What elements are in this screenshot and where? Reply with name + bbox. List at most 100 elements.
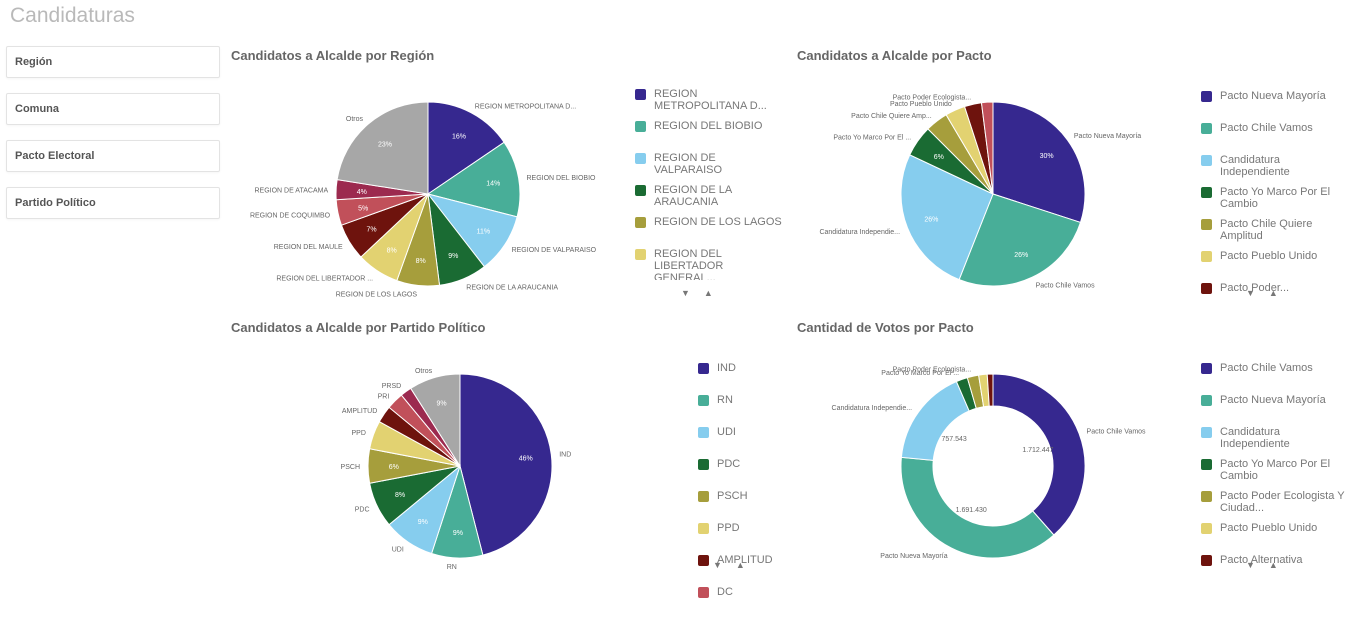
- filter-comuna[interactable]: Comuna: [6, 93, 220, 125]
- legend-label: Candidatura Independiente: [1220, 426, 1290, 450]
- slice-category-label: Pacto Yo Marco Por El ...: [833, 134, 911, 141]
- filter-partido-politico[interactable]: Partido Político: [6, 187, 220, 219]
- legend-swatch: [635, 121, 646, 132]
- legend-page-down-icon[interactable]: ▼: [1246, 288, 1269, 298]
- legend-swatch: [698, 555, 709, 566]
- slice-value-label: 9%: [418, 519, 428, 526]
- legend-label: PSCH: [717, 490, 748, 502]
- legend-pager[interactable]: ▼▲: [1246, 560, 1292, 570]
- slice-category-label: Pacto Pueblo Unido: [890, 101, 952, 108]
- chart-title: Candidatos a Alcalde por Partido Polític…: [231, 320, 486, 335]
- slice-category-label: Pacto Poder Ecologista...: [893, 94, 972, 101]
- legend-page-up-icon[interactable]: ▲: [1268, 560, 1292, 570]
- legend-swatch: [1201, 91, 1212, 102]
- pie-slice-candidatura-independiente[interactable]: [900, 380, 970, 461]
- slice-value-label: 26%: [1014, 252, 1028, 259]
- slice-value-label: 8%: [395, 492, 405, 499]
- legend-swatch: [1201, 187, 1212, 198]
- legend-item-pdc[interactable]: PDC: [698, 458, 845, 490]
- pie-slice-region-del-biobio[interactable]: [426, 141, 521, 218]
- legend-item-pacto-nueva-mayor-a[interactable]: Pacto Nueva Mayoría: [1201, 90, 1348, 122]
- legend-item-pacto-poder-ecologista-y-ciudad[interactable]: Pacto Poder Ecologista Y Ciudad...: [1201, 490, 1348, 522]
- pie-slice-otros[interactable]: [336, 101, 429, 195]
- legend-label: Pacto Alternativa: [1220, 554, 1303, 566]
- legend-item-psch[interactable]: PSCH: [698, 490, 845, 522]
- legend-item-pacto-chile-vamos[interactable]: Pacto Chile Vamos: [1201, 122, 1348, 154]
- legend-swatch: [698, 427, 709, 438]
- legend-item-pacto-alternativa[interactable]: Pacto Alternativa: [1201, 554, 1348, 586]
- pie-slice-pacto-alternativa[interactable]: [986, 373, 994, 407]
- legend-page-down-icon[interactable]: ▼: [713, 560, 736, 570]
- legend-item-candidatura-independiente[interactable]: Candidatura Independiente: [1201, 426, 1348, 458]
- legend-page-up-icon[interactable]: ▲: [735, 560, 759, 570]
- legend-item-pacto-poder[interactable]: Pacto Poder...: [1201, 282, 1348, 314]
- legend-item-udi[interactable]: UDI: [698, 426, 845, 458]
- legend-item-rn[interactable]: RN: [698, 394, 845, 426]
- legend-item-pacto-pueblo-unido[interactable]: Pacto Pueblo Unido: [1201, 522, 1348, 554]
- slice-category-label: UDI: [392, 547, 404, 554]
- pie-slice-candidatura-independiente[interactable]: [900, 154, 994, 281]
- legend-swatch: [1201, 459, 1212, 470]
- legend-label: AMPLITUD: [717, 554, 773, 566]
- slice-value-label: 8%: [387, 247, 397, 254]
- legend-label: Pacto Pueblo Unido: [1220, 250, 1318, 262]
- legend-pager[interactable]: ▼▲: [1246, 288, 1292, 298]
- legend-swatch: [1201, 251, 1212, 262]
- legend-label: Candidatura Independiente: [1220, 154, 1290, 178]
- legend-swatch: [1201, 491, 1212, 502]
- legend-swatch: [1201, 427, 1212, 438]
- pie-slice-pacto-chile-vamos[interactable]: [992, 373, 1086, 536]
- pie-chart-region: 16% REGION METROPOLITANA D... 14% REGION DE…: [250, 101, 597, 298]
- legend-item-pacto-chile-quiere-amplitud[interactable]: Pacto Chile Quiere Amplitud: [1201, 218, 1348, 250]
- legend-pager[interactable]: ▼▲: [713, 560, 759, 570]
- legend-item-region-metropolitana-d[interactable]: REGION METROPOLITANA D...: [635, 88, 782, 120]
- legend-label: REGION DE LOS LAGOS: [654, 216, 782, 228]
- filters-panel: Región Comuna Pacto Electoral Partido Po…: [6, 46, 220, 234]
- pie-slice-pacto-nueva-mayor-a[interactable]: [900, 456, 1055, 559]
- filter-region[interactable]: Región: [6, 46, 220, 78]
- slice-value-label: 16%: [452, 133, 466, 140]
- legend-pager[interactable]: ▼▲: [681, 288, 727, 298]
- legend-item-pacto-chile-vamos[interactable]: Pacto Chile Vamos: [1201, 362, 1348, 394]
- pie-slice-pacto-nueva-mayor-a[interactable]: [992, 101, 1086, 224]
- pie-slice-pacto-chile-vamos[interactable]: [958, 193, 1082, 287]
- chart-title: Candidatos a Alcalde por Región: [231, 48, 435, 63]
- legend-page-up-icon[interactable]: ▲: [1268, 288, 1292, 298]
- legend-item-region-del-libertador-general[interactable]: REGION DEL LIBERTADOR GENERAL...: [635, 248, 782, 280]
- legend-item-pacto-nueva-mayor-a[interactable]: Pacto Nueva Mayoría: [1201, 394, 1348, 426]
- slice-category-label: Pacto Yo Marco Por El ...: [881, 370, 959, 377]
- legend-swatch: [698, 363, 709, 374]
- legend-item-candidatura-independiente[interactable]: Candidatura Independiente: [1201, 154, 1348, 186]
- pie-slice-ind[interactable]: [459, 373, 553, 556]
- legend-item-dc[interactable]: DC: [698, 586, 845, 618]
- legend-page-up-icon[interactable]: ▲: [703, 288, 727, 298]
- chart-panel-partido: Candidatos a Alcalde por Partido Polític…: [231, 320, 791, 598]
- slice-value-label: 9%: [453, 530, 463, 537]
- legend-item-region-de-la-araucania[interactable]: REGION DE LA ARAUCANIA: [635, 184, 782, 216]
- pie-slice-otros[interactable]: [410, 373, 461, 468]
- slice-category-label: PDC: [355, 507, 370, 514]
- legend-page-down-icon[interactable]: ▼: [681, 288, 704, 298]
- legend-item-ind[interactable]: IND: [698, 362, 845, 394]
- legend-label: UDI: [717, 426, 736, 438]
- slice-category-label: REGION DE LA ARAUCANIA: [466, 284, 558, 291]
- slice-category-label: AMPLITUD: [342, 408, 377, 415]
- legend-item-amplitud[interactable]: AMPLITUD: [698, 554, 845, 586]
- legend-item-pacto-yo-marco-por-el-cambio[interactable]: Pacto Yo Marco Por El Cambio: [1201, 458, 1348, 490]
- legend-page-down-icon[interactable]: ▼: [1246, 560, 1269, 570]
- slice-category-label: Pacto Chile Quiere Amp...: [851, 113, 932, 120]
- legend-item-region-del-biobio[interactable]: REGION DEL BIOBIO: [635, 120, 782, 152]
- legend-item-pacto-pueblo-unido[interactable]: Pacto Pueblo Unido: [1201, 250, 1348, 282]
- legend-item-region-de-valparaiso[interactable]: REGION DE VALPARAISO: [635, 152, 782, 184]
- legend-label: REGION DEL BIOBIO: [654, 120, 763, 132]
- page-title: Candidaturas: [10, 4, 135, 27]
- legend-item-pacto-yo-marco-por-el-cambio[interactable]: Pacto Yo Marco Por El Cambio: [1201, 186, 1348, 218]
- pie-slice-region-metropolitana-de-santiago[interactable]: [427, 101, 505, 195]
- pie-slice-otros[interactable]: [980, 101, 994, 195]
- legend-item-ppd[interactable]: PPD: [698, 522, 845, 554]
- legend-item-region-de-los-lagos[interactable]: REGION DE LOS LAGOS: [635, 216, 782, 248]
- slice-category-label: Pacto Nueva Mayoría: [1074, 133, 1141, 140]
- slice-value-label: 9%: [448, 253, 458, 260]
- pie-chart-pacto: 30% Pacto Nueva Mayoría 26% Pacto Chile Vam…: [819, 94, 1141, 289]
- filter-pacto-electoral[interactable]: Pacto Electoral: [6, 140, 220, 172]
